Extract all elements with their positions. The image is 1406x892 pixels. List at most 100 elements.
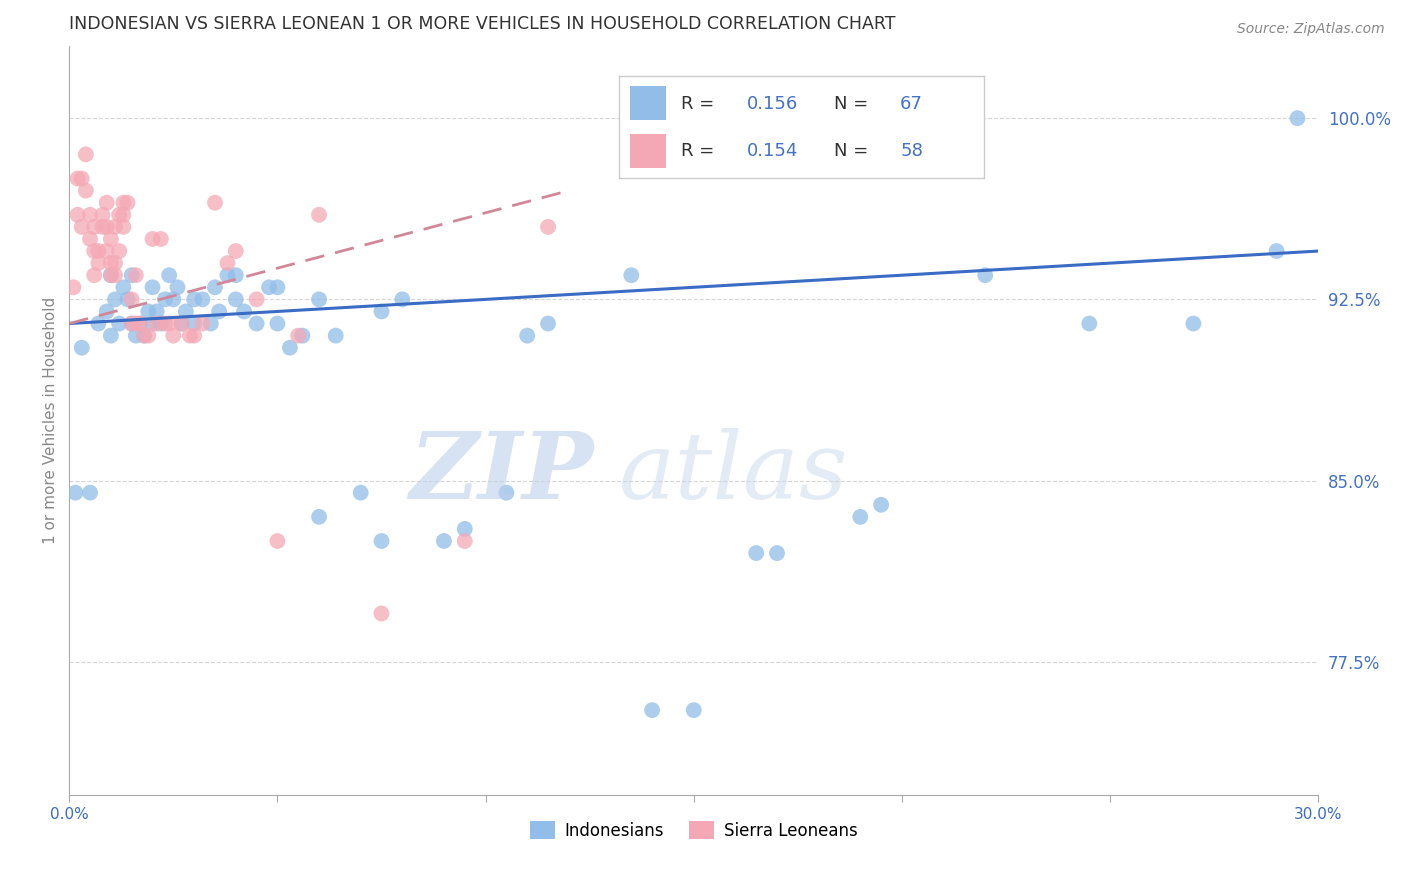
Y-axis label: 1 or more Vehicles in Household: 1 or more Vehicles in Household [44,296,58,544]
Point [245,317,267,331]
Text: atlas: atlas [619,427,848,517]
Point [766,546,789,560]
Text: INDONESIAN VS SIERRA LEONEAN 1 OR MORE VEHICLES IN HOUSEHOLD CORRELATION CHART: INDONESIAN VS SIERRA LEONEAN 1 OR MORE V… [69,15,896,33]
Point [245,293,267,307]
Point [370,534,392,549]
Text: 0.156: 0.156 [747,95,797,112]
Point [149,232,172,246]
Point [1265,244,1288,258]
Point [138,328,160,343]
Point [191,317,214,331]
Point [191,293,214,307]
Point [66,208,89,222]
Point [495,485,517,500]
Point [91,208,114,222]
Point [121,293,143,307]
Point [100,268,122,283]
Point [66,171,89,186]
Point [62,280,84,294]
Point [70,171,93,186]
Point [65,485,87,500]
Point [141,317,163,331]
Point [121,268,143,283]
Point [75,147,97,161]
Point [225,293,247,307]
Text: R =: R = [681,142,720,160]
Point [849,509,872,524]
Point [170,317,193,331]
Point [162,293,184,307]
Point [183,293,205,307]
Point [96,195,118,210]
Point [125,317,148,331]
Point [204,280,226,294]
Point [308,509,330,524]
Point [87,317,110,331]
Point [100,256,122,270]
Point [112,195,135,210]
Point [121,317,143,331]
Point [96,219,118,234]
Point [96,304,118,318]
Point [125,328,148,343]
Point [208,304,231,318]
Point [217,268,239,283]
Point [157,317,180,331]
Point [121,317,143,331]
Point [153,317,176,331]
Point [104,256,127,270]
Point [1182,317,1205,331]
Point [870,498,893,512]
Point [183,328,205,343]
Point [145,317,167,331]
Point [141,232,163,246]
Point [104,219,127,234]
Point [75,184,97,198]
Legend: Indonesians, Sierra Leoneans: Indonesians, Sierra Leoneans [523,814,865,847]
Point [287,328,309,343]
Point [537,317,560,331]
Point [125,268,148,283]
Point [91,219,114,234]
Point [70,341,93,355]
Point [454,534,477,549]
Point [70,219,93,234]
Point [233,304,256,318]
Text: R =: R = [681,95,720,112]
Point [174,304,197,318]
Text: N =: N = [834,95,875,112]
Point [266,280,288,294]
Point [83,268,105,283]
Point [308,293,330,307]
Point [433,534,456,549]
Point [325,328,347,343]
Point [117,293,139,307]
Point [79,232,101,246]
Point [179,328,201,343]
Point [620,268,643,283]
Point [134,328,156,343]
Point [134,328,156,343]
Point [108,208,131,222]
Point [166,280,188,294]
Point [682,703,704,717]
Point [350,485,373,500]
Point [257,280,280,294]
Point [454,522,477,536]
Point [112,280,135,294]
Point [204,195,226,210]
Point [141,280,163,294]
Text: 58: 58 [900,142,922,160]
Point [391,293,413,307]
Point [83,219,105,234]
Point [266,317,288,331]
Point [96,244,118,258]
Bar [630,135,666,168]
Point [100,328,122,343]
Text: Source: ZipAtlas.com: Source: ZipAtlas.com [1237,22,1385,37]
Point [117,195,139,210]
Point [278,341,301,355]
Point [79,485,101,500]
Point [516,328,538,343]
Point [266,534,288,549]
